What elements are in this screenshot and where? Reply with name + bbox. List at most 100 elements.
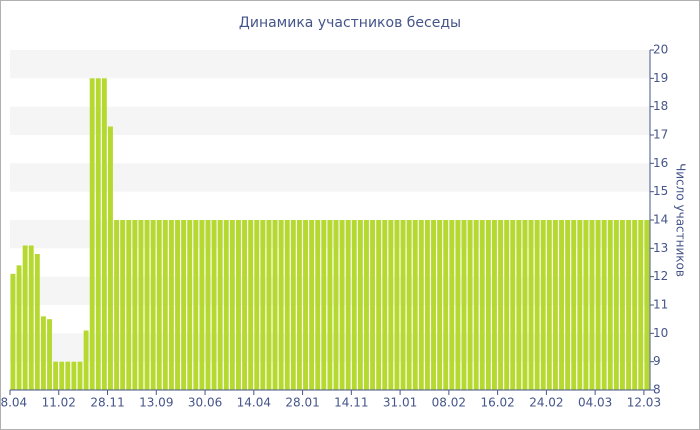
bar (345, 220, 351, 390)
bar (114, 220, 120, 390)
bar (370, 220, 376, 390)
grid-band (10, 50, 650, 79)
bar (266, 220, 272, 390)
bar (40, 316, 46, 390)
bar (95, 78, 101, 390)
bar (296, 220, 302, 390)
x-tick-label: 14.11 (334, 396, 368, 410)
bar (242, 220, 248, 390)
bar (10, 273, 16, 390)
bar (89, 78, 95, 390)
bar (120, 220, 126, 390)
bar (540, 220, 546, 390)
x-tick-label: 12.03 (627, 396, 661, 410)
x-tick-label: 24.02 (529, 396, 563, 410)
bar (607, 220, 613, 390)
bar (559, 220, 564, 390)
bar (34, 254, 40, 390)
bar (510, 220, 516, 390)
y-tick-label: 19 (653, 71, 668, 85)
bar (156, 220, 162, 390)
bar (406, 220, 412, 390)
x-tick-label: 13.09 (139, 396, 173, 410)
bar (479, 220, 485, 390)
bar (516, 220, 522, 390)
x-tick-label: 28.04 (0, 396, 27, 410)
bar (613, 220, 619, 390)
bar (546, 220, 552, 390)
bar (473, 220, 479, 390)
bar (77, 361, 83, 390)
bar (443, 220, 449, 390)
bar (199, 220, 205, 390)
bar (181, 220, 187, 390)
bar (71, 361, 77, 390)
bar (175, 220, 180, 390)
y-tick-label: 18 (653, 99, 668, 113)
bar (577, 220, 583, 390)
y-tick-label: 20 (653, 43, 668, 57)
bar (211, 220, 217, 390)
bar (431, 220, 436, 390)
bar (229, 220, 235, 390)
bar (83, 330, 89, 390)
bar (168, 220, 174, 390)
bar (217, 220, 223, 390)
bar (333, 220, 339, 390)
bar (504, 220, 510, 390)
bar (534, 220, 540, 390)
x-tick-label: 31.01 (383, 396, 417, 410)
bar (552, 220, 558, 390)
bar (418, 220, 424, 390)
y-tick-label: 10 (653, 326, 668, 340)
bar (126, 220, 132, 390)
bar (47, 319, 52, 390)
y-tick-label: 17 (653, 128, 668, 142)
bar (22, 245, 28, 390)
bar (589, 220, 595, 390)
bar (144, 220, 150, 390)
bar (303, 220, 308, 390)
bar (205, 220, 211, 390)
bar (138, 220, 144, 390)
y-tick-label: 11 (653, 298, 668, 312)
bar (53, 361, 59, 390)
x-tick-label: 28.01 (285, 396, 319, 410)
bar (437, 220, 443, 390)
y-axis-label: Число участников (674, 163, 688, 277)
bar (150, 220, 156, 390)
bar (601, 220, 607, 390)
bar (28, 245, 34, 390)
y-tick-label: 14 (653, 213, 668, 227)
bar (455, 220, 461, 390)
bar (492, 220, 497, 390)
bar (351, 220, 357, 390)
bar (272, 220, 278, 390)
bar (187, 220, 193, 390)
bar (260, 220, 266, 390)
y-tick-label: 15 (653, 184, 668, 198)
bar (583, 220, 589, 390)
bar (16, 265, 22, 390)
x-tick-label: 11.02 (42, 396, 76, 410)
bar (528, 220, 534, 390)
bar (65, 361, 71, 390)
bar (595, 220, 601, 390)
bar (565, 220, 571, 390)
bar (626, 220, 632, 390)
bar (467, 220, 473, 390)
bar (357, 220, 363, 390)
y-tick-label: 8 (653, 383, 661, 397)
bar (620, 220, 625, 390)
bar (522, 220, 528, 390)
bar (461, 220, 467, 390)
y-tick-label: 16 (653, 156, 668, 170)
bar (327, 220, 333, 390)
bar (290, 220, 296, 390)
y-tick-label: 13 (653, 241, 668, 255)
bar (339, 220, 345, 390)
bar (236, 220, 241, 390)
bar (315, 220, 321, 390)
bar (400, 220, 406, 390)
bar (223, 220, 229, 390)
